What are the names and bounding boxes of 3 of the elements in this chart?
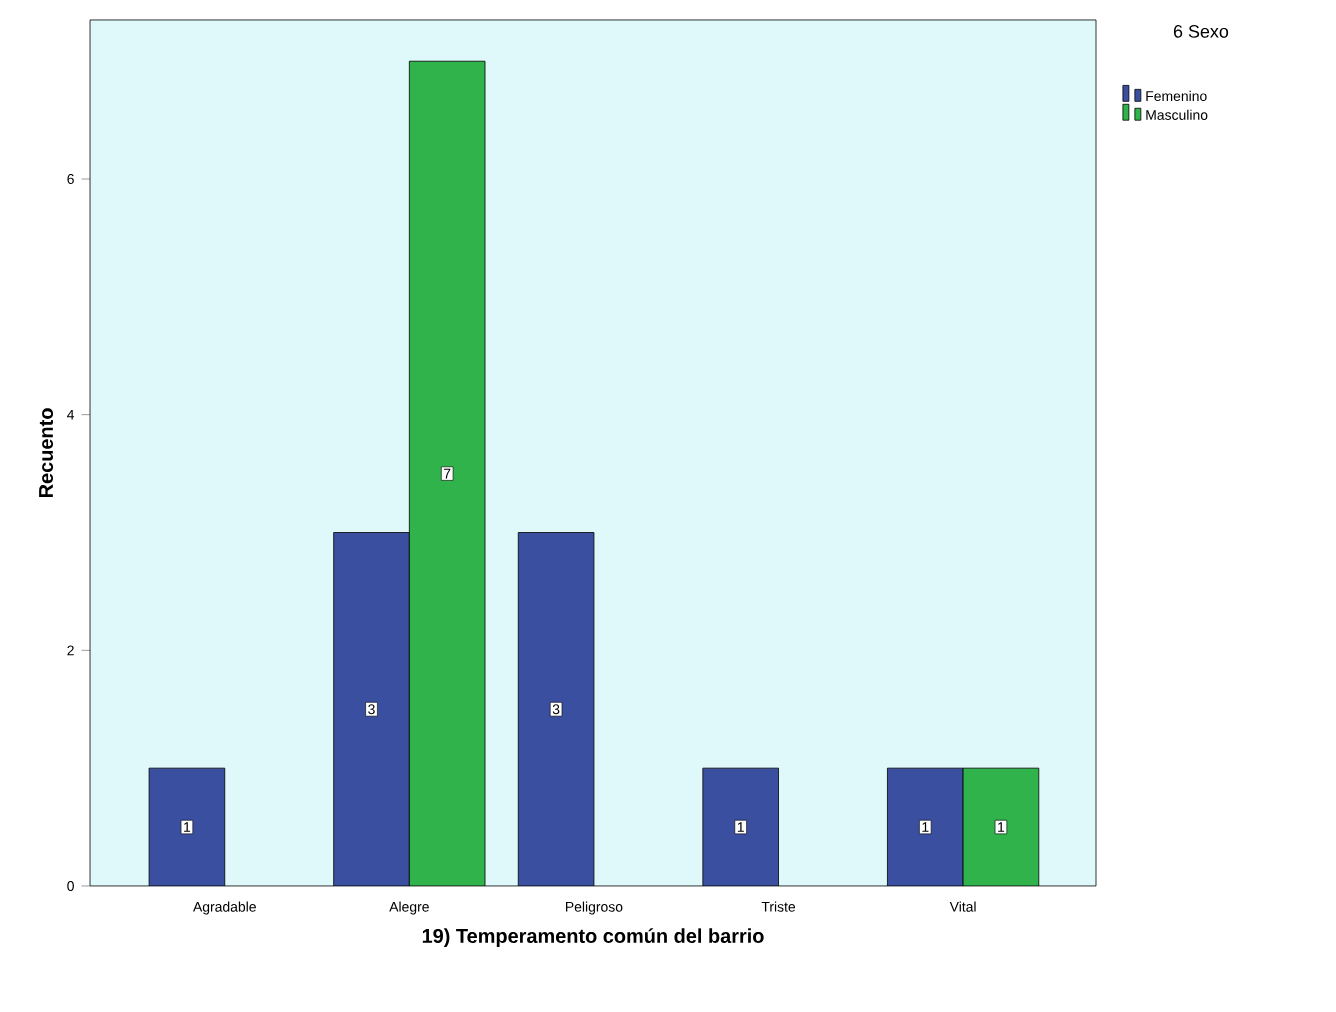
legend-title: 6 Sexo <box>1173 25 1229 38</box>
x-axis-title: 19) Temperamento común del barrio <box>422 928 764 947</box>
y-axis-title: Recuento <box>39 408 54 498</box>
